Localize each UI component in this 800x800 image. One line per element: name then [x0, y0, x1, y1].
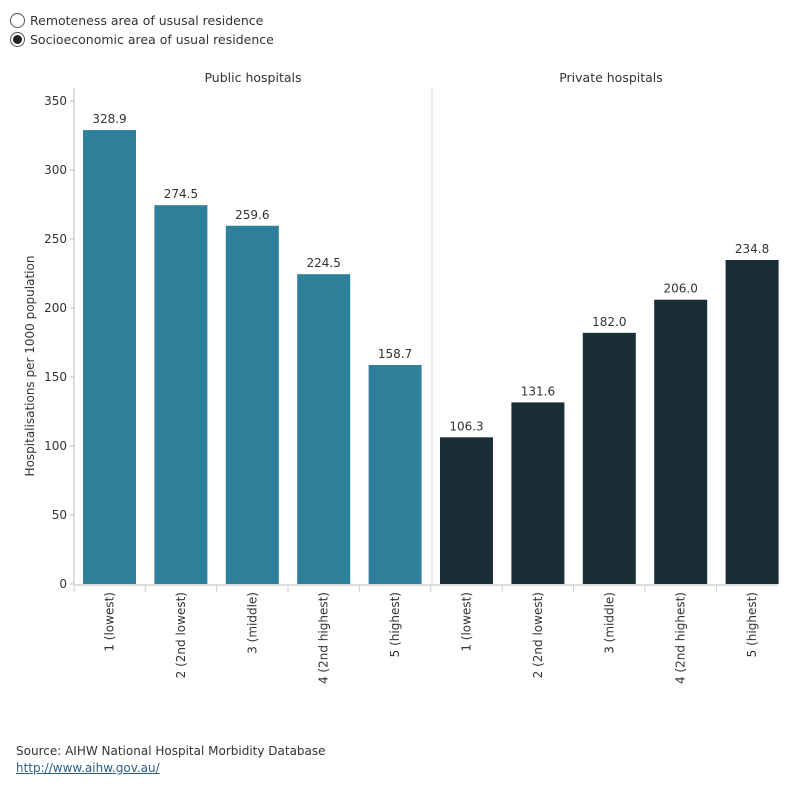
data-label: 224.5 [307, 256, 341, 270]
x-tick-label: 1 (lowest) [103, 592, 117, 652]
y-tick-label: 150 [44, 370, 67, 384]
panel-title-1: Public hospitals [204, 70, 301, 85]
bar-public-2 [154, 205, 208, 584]
y-tick-label: 300 [44, 163, 67, 177]
y-tick-label: 50 [52, 508, 67, 522]
source-link[interactable]: http://www.aihw.gov.au/ [16, 761, 160, 775]
x-tick-label: 5 (highest) [745, 592, 759, 657]
radio-remoteness-label[interactable]: Remoteness area of ususal residence [30, 13, 264, 28]
x-tick-label: 5 (highest) [388, 592, 402, 657]
data-label: 206.0 [664, 282, 698, 296]
radio-socioeconomic-circle-icon[interactable] [10, 32, 25, 47]
x-tick-label: 2 (2nd lowest) [174, 592, 188, 678]
x-tick-label: 4 (2nd highest) [674, 592, 688, 684]
data-label: 106.3 [449, 419, 483, 433]
y-tick-label: 100 [44, 439, 67, 453]
data-label: 259.6 [235, 208, 269, 222]
x-tick-label: 3 (middle) [245, 592, 259, 654]
bar-public-3 [225, 225, 279, 584]
data-label: 182.0 [592, 315, 626, 329]
panel-title-2: Private hospitals [559, 70, 663, 85]
y-tick-label: 350 [44, 94, 67, 108]
x-tick-label: 2 (2nd lowest) [531, 592, 545, 678]
bar-public-4 [297, 274, 351, 584]
data-label: 274.5 [164, 187, 198, 201]
bar-private-5 [725, 259, 779, 584]
y-tick-label: 250 [44, 232, 67, 246]
radio-remoteness-circle-icon[interactable] [10, 13, 25, 28]
radio-socioeconomic-label[interactable]: Socioeconomic area of usual residence [30, 32, 274, 47]
y-tick-label: 0 [59, 577, 67, 591]
radio-socioeconomic[interactable]: Socioeconomic area of usual residence [10, 30, 274, 49]
source-text: Source: AIHW National Hospital Morbidity… [16, 744, 326, 758]
x-tick-label: 4 (2nd highest) [317, 592, 331, 684]
bar-private-3 [582, 332, 636, 584]
data-label: 234.8 [735, 242, 769, 256]
bar-public-1 [83, 130, 136, 585]
data-label: 131.6 [521, 384, 555, 398]
data-label: 158.7 [378, 347, 412, 361]
radio-remoteness[interactable]: Remoteness area of ususal residence [10, 11, 274, 30]
bar-private-2 [511, 402, 565, 584]
x-tick-label: 1 (lowest) [460, 592, 474, 652]
x-tick-label: 3 (middle) [602, 592, 616, 654]
bar-private-1 [440, 437, 493, 584]
y-axis-title: Hospitalisations per 1000 population [23, 256, 37, 477]
y-tick-label: 200 [44, 301, 67, 315]
source-note: Source: AIHW National Hospital Morbidity… [16, 744, 326, 775]
view-selector: Remoteness area of ususal residence Soci… [10, 11, 274, 49]
data-label: 328.9 [92, 112, 126, 126]
bar-public-5 [368, 364, 422, 584]
bar-private-4 [654, 299, 708, 584]
